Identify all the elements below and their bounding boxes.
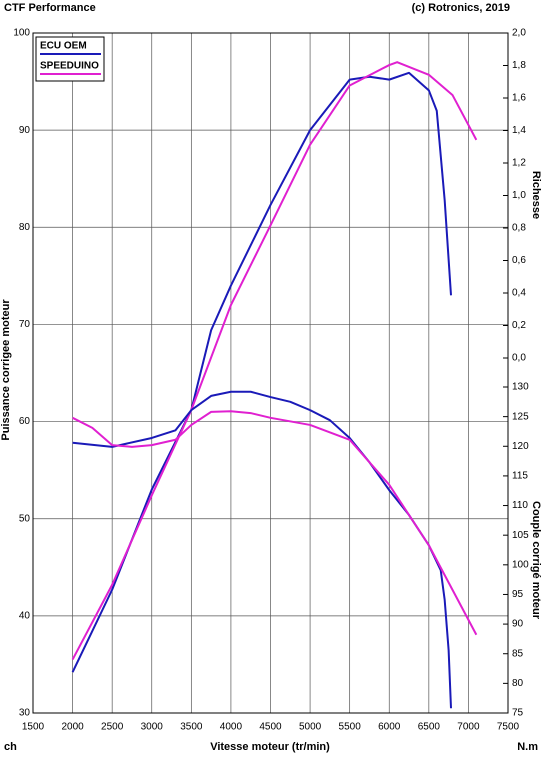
y-tick-label: 100 xyxy=(13,28,30,39)
y3-tick-label: 1,0 xyxy=(512,190,526,201)
chart-subtitle: (c) Rotronics, 2019 xyxy=(412,2,510,14)
series-line xyxy=(72,390,452,709)
x-tick-label: 4500 xyxy=(259,722,282,733)
y3-tick-label: 1,6 xyxy=(512,93,526,104)
y2-tick-label: 115 xyxy=(512,471,528,482)
legend-label: SPEEDUINO xyxy=(40,61,99,72)
y-tick-label: 80 xyxy=(19,222,31,233)
chart-title: CTF Performance xyxy=(4,2,96,14)
x-tick-label: 5000 xyxy=(299,722,322,733)
y2-tick-label: 100 xyxy=(512,559,529,570)
legend-label: ECU OEM xyxy=(40,41,87,52)
y2-tick-label: 95 xyxy=(512,589,524,600)
y2-tick-label: 85 xyxy=(512,648,524,659)
y-tick-label: 50 xyxy=(19,513,31,524)
y2-tick-label: 125 xyxy=(512,411,529,422)
x-tick-label: 4000 xyxy=(220,722,243,733)
y3-tick-label: 0,2 xyxy=(512,320,526,331)
y3-tick-label: 0,6 xyxy=(512,255,526,266)
y2-axis-label: Couple corrigé moteur xyxy=(530,501,542,620)
y3-tick-label: 0,8 xyxy=(512,223,526,234)
series-line xyxy=(71,71,452,673)
y3-axis-label: Richesse xyxy=(530,171,542,219)
y3-tick-label: 1,2 xyxy=(512,158,526,169)
y-tick-label: 90 xyxy=(19,125,31,136)
x-tick-label: 2000 xyxy=(61,722,84,733)
series-line xyxy=(72,410,478,636)
y-tick-label: 30 xyxy=(19,708,31,719)
x-tick-label: 7500 xyxy=(497,722,520,733)
y2-tick-label: 105 xyxy=(512,530,529,541)
y-tick-label: 60 xyxy=(19,416,31,427)
x-tick-label: 3000 xyxy=(141,722,164,733)
x-tick-label: 6000 xyxy=(378,722,401,733)
y3-tick-label: 2,0 xyxy=(512,28,526,39)
x-tick-label: 7000 xyxy=(457,722,480,733)
y3-tick-label: 1,4 xyxy=(512,125,526,136)
y2-unit: N.m xyxy=(517,741,538,753)
y2-tick-label: 110 xyxy=(512,500,528,511)
x-tick-label: 3500 xyxy=(180,722,203,733)
x-tick-label: 6500 xyxy=(418,722,441,733)
series-line xyxy=(71,61,478,661)
x-tick-label: 2500 xyxy=(101,722,124,733)
y-unit: ch xyxy=(4,741,17,753)
y-tick-label: 40 xyxy=(19,610,31,621)
y3-tick-label: 0,4 xyxy=(512,288,526,299)
y3-tick-label: 0,0 xyxy=(512,353,526,364)
y2-tick-label: 80 xyxy=(512,678,524,689)
legend: ECU OEM SPEEDUINO xyxy=(35,36,105,82)
y3-tick-label: 1,8 xyxy=(512,60,526,71)
y2-tick-label: 120 xyxy=(512,441,529,452)
x-tick-label: 1500 xyxy=(22,722,45,733)
y-axis-label: Puissance corrigee moteur xyxy=(0,299,12,441)
y2-tick-label: 130 xyxy=(512,382,529,393)
plot-frame xyxy=(32,32,509,714)
x-tick-label: 5500 xyxy=(339,722,362,733)
x-axis-label: Vitesse moteur (tr/min) xyxy=(210,741,330,753)
y2-tick-label: 75 xyxy=(512,708,524,719)
y-tick-label: 70 xyxy=(19,319,31,330)
y2-tick-label: 90 xyxy=(512,619,524,630)
